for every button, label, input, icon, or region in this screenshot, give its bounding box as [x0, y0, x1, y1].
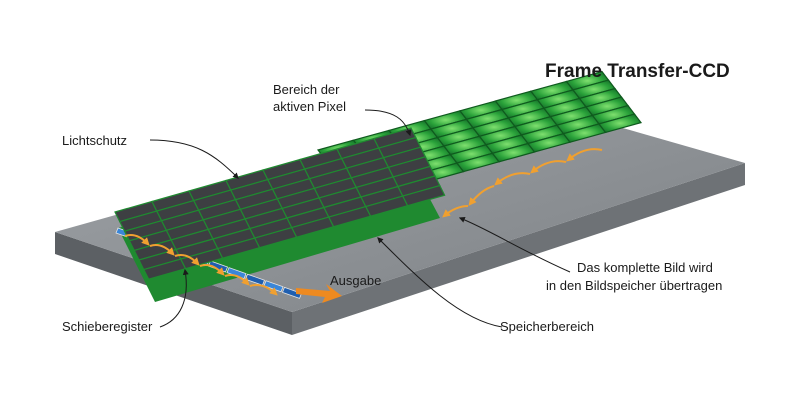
diagram-title: Frame Transfer-CCD	[545, 61, 730, 82]
label-shift-register: Schieberegister	[62, 319, 153, 334]
transfer-hop-arrow	[249, 284, 278, 296]
leader-active-area	[364, 109, 412, 137]
transfer-hop-arrow	[566, 148, 603, 162]
label-transfer-line2: in den Bildspeicher übertragen	[546, 278, 722, 293]
label-storage-area: Speicherbereich	[500, 319, 594, 334]
transfer-hop-arrow	[149, 244, 175, 256]
transfer-hop-arrow	[174, 254, 200, 266]
light-shield-grid	[114, 127, 446, 280]
transfer-hop-arrow	[199, 264, 225, 276]
shift-register-cell	[263, 280, 284, 293]
label-active-area-line2: aktiven Pixel	[273, 99, 346, 114]
transfer-hop-arrow	[530, 160, 567, 174]
label-output: Ausgabe	[330, 273, 381, 288]
substrate-side-right	[292, 163, 745, 335]
leader-shift-register	[159, 268, 189, 328]
active-pixel	[597, 113, 643, 134]
output-arrow	[296, 284, 342, 303]
label-active-area-line1: Bereich der	[273, 82, 340, 97]
transfer-hop-arrow	[468, 185, 495, 206]
shift-register-cell	[281, 286, 303, 299]
transfer-hop-arrow	[224, 274, 250, 286]
transfer-hop-arrow	[494, 172, 531, 186]
leader-storage-area	[377, 237, 503, 328]
transfer-hop-arrow	[442, 205, 469, 218]
leader-light-shield	[149, 139, 239, 179]
transfer-hop-arrow	[124, 234, 150, 246]
shield-cell	[401, 184, 446, 207]
label-light-shield: Lichtschutz	[62, 133, 127, 148]
leader-transfer	[458, 216, 571, 273]
transfer-arrows	[124, 148, 603, 296]
label-transfer-line1: Das komplette Bild wird	[577, 260, 713, 275]
